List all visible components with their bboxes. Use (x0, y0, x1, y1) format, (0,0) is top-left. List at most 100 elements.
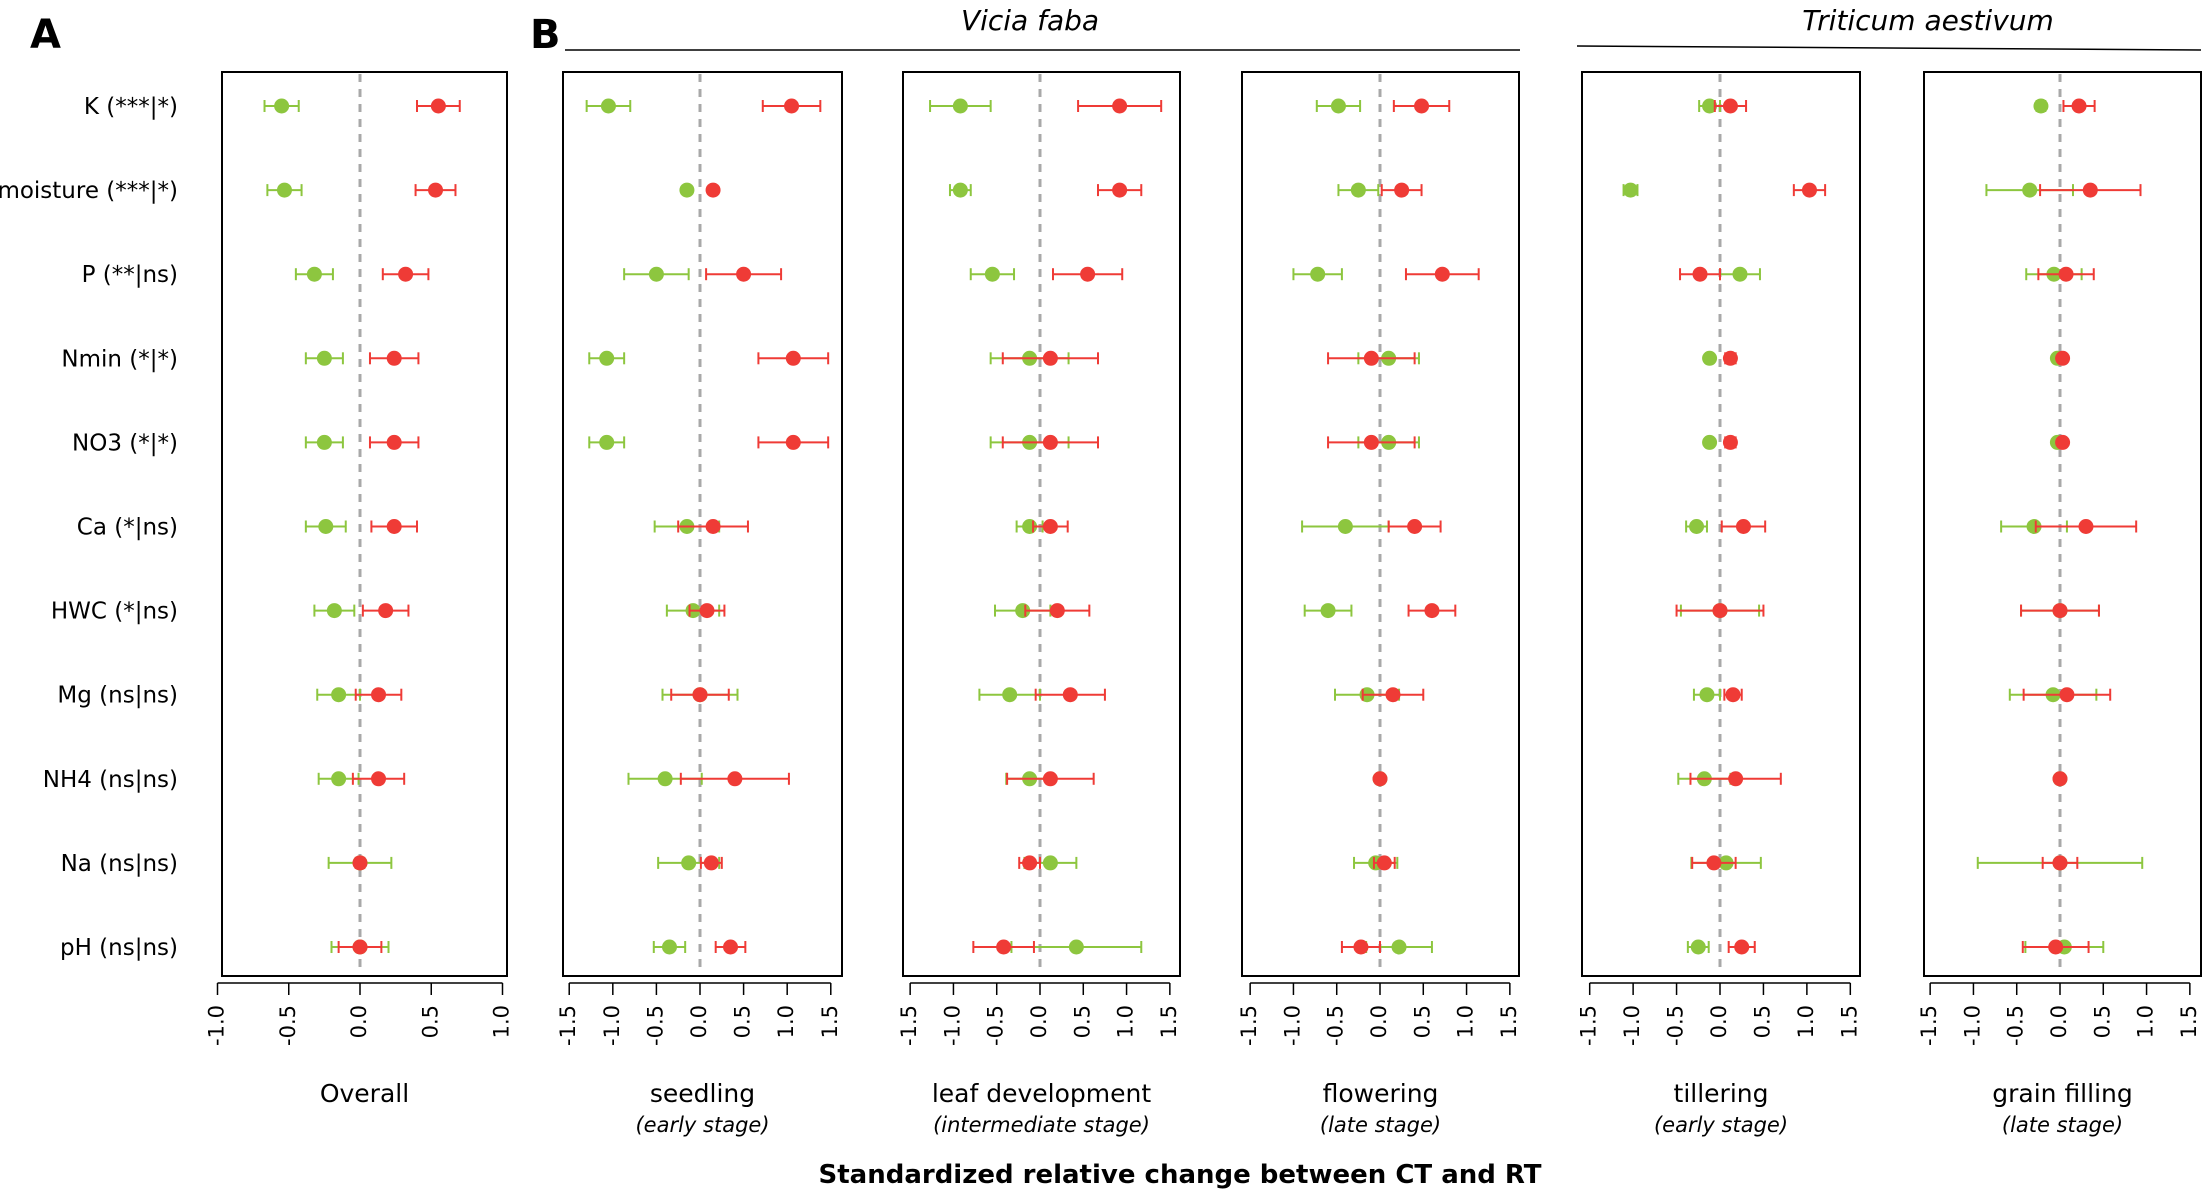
red-point (692, 687, 708, 703)
green-point (1042, 855, 1058, 871)
red-point (785, 434, 801, 450)
panel-3: -1.5 -1.0 -0.5 0.0 0.5 1.0 1.5 flowering (late s… (1237, 71, 1521, 1137)
red-point (378, 603, 394, 619)
panel-sublabel: (late stage) (2002, 1113, 2123, 1137)
row-label: K (***|*) (84, 94, 178, 120)
x-tick-label: -1.0 (600, 1005, 624, 1046)
red-point (2059, 687, 2075, 703)
x-tick-label: -1.0 (1280, 1005, 1304, 1046)
red-point (1112, 98, 1128, 114)
row-label: pH (ns|ns) (60, 935, 178, 961)
red-point (1424, 603, 1440, 619)
row-label: HWC (*|ns) (51, 599, 178, 625)
x-tick-label: -0.5 (984, 1005, 1008, 1046)
x-tick-label: -0.5 (1664, 1005, 1688, 1046)
green-point (648, 266, 664, 282)
x-tick-label: 0.0 (2047, 1005, 2071, 1038)
green-point (1391, 939, 1407, 955)
green-point (326, 603, 342, 619)
green-point (661, 939, 677, 955)
red-point (352, 939, 368, 955)
red-point (1722, 350, 1738, 366)
green-point (1690, 939, 1706, 955)
panel-5: -1.5 -1.0 -0.5 0.0 0.5 1.0 1.5 grain filling (la… (1917, 71, 2202, 1137)
red-point (1042, 771, 1058, 787)
red-point (785, 350, 801, 366)
panel-0: -1.0 -0.5 0.0 0.5 1.0 Overall (205, 71, 514, 1108)
panel-label: seedling (650, 1079, 755, 1108)
row-label: NO3 (*|*) (72, 430, 178, 456)
x-tick-label: -0.5 (1324, 1005, 1348, 1046)
green-point (952, 98, 968, 114)
red-point (1712, 603, 1728, 619)
x-tick-label: 0.5 (1410, 1005, 1434, 1038)
green-point (1330, 98, 1346, 114)
red-point (428, 182, 444, 198)
species-label-triticum: Triticum aestivum (1802, 4, 2054, 37)
panel-label: leaf development (932, 1079, 1152, 1108)
x-tick-label: 0.5 (1070, 1005, 1094, 1038)
red-point (386, 519, 402, 534)
red-point (1049, 603, 1065, 619)
x-tick-label: -1.0 (1960, 1005, 1984, 1046)
red-point (398, 266, 414, 282)
red-point (371, 771, 387, 787)
panels-layer: K (***|*) moisture (***|*) P (**|ns) Nmin (… (0, 71, 2202, 1137)
green-point (952, 182, 968, 198)
red-point (386, 350, 402, 366)
green-point (1699, 687, 1715, 703)
green-point (1068, 939, 1084, 955)
row-label: Ca (*|ns) (77, 515, 178, 541)
x-tick-label: 0.5 (731, 1005, 755, 1038)
x-tick-label: -1.5 (1577, 1005, 1601, 1046)
row-label: Mg (ns|ns) (57, 683, 178, 709)
panel-sublabel: (early stage) (1654, 1113, 1788, 1137)
x-tick-label: -1.5 (556, 1005, 580, 1046)
red-point (1407, 519, 1423, 534)
green-point (679, 182, 695, 198)
red-point (2071, 98, 2087, 114)
x-tick-label: -1.0 (940, 1005, 964, 1046)
x-tick-label: -1.0 (205, 1005, 229, 1046)
panel-1: -1.5 -1.0 -0.5 0.0 0.5 1.0 1.5 seedling (early s… (556, 71, 843, 1137)
red-point (1042, 434, 1058, 450)
green-point (331, 771, 347, 787)
green-point (274, 98, 290, 114)
green-point (331, 687, 347, 703)
green-point (1623, 182, 1639, 198)
green-point (599, 434, 615, 450)
red-point (430, 98, 446, 114)
green-point (984, 266, 1000, 282)
x-tick-label: 1.0 (2134, 1005, 2158, 1038)
x-tick-label: 1.0 (774, 1005, 798, 1038)
x-tick-label: 0.0 (1367, 1005, 1391, 1038)
green-point (1350, 182, 1366, 198)
red-point (2052, 771, 2068, 787)
red-point (1722, 98, 1738, 114)
red-point (1434, 266, 1450, 282)
red-point (996, 939, 1012, 955)
x-tick-label: 0.0 (687, 1005, 711, 1038)
green-point (1015, 603, 1031, 619)
panel-frame (902, 71, 1181, 977)
green-point (1320, 603, 1336, 619)
red-point (1062, 687, 1078, 703)
panel-frame (1923, 71, 2202, 977)
green-point (1702, 350, 1718, 366)
x-tick-label: -1.0 (1620, 1005, 1644, 1046)
red-point (703, 855, 719, 871)
panel-frame (1581, 71, 1861, 977)
red-point (2055, 434, 2071, 450)
red-point (1080, 266, 1096, 282)
panel-2: -1.5 -1.0 -0.5 0.0 0.5 1.0 1.5 leaf development… (897, 71, 1181, 1137)
red-point (2078, 519, 2094, 534)
green-point (1732, 266, 1748, 282)
green-point (318, 519, 334, 534)
red-point (1734, 939, 1750, 955)
row-label: Nmin (*|*) (61, 346, 178, 372)
green-point (1310, 266, 1326, 282)
red-point (1112, 182, 1128, 198)
red-point (1722, 434, 1738, 450)
green-point (2022, 182, 2038, 198)
